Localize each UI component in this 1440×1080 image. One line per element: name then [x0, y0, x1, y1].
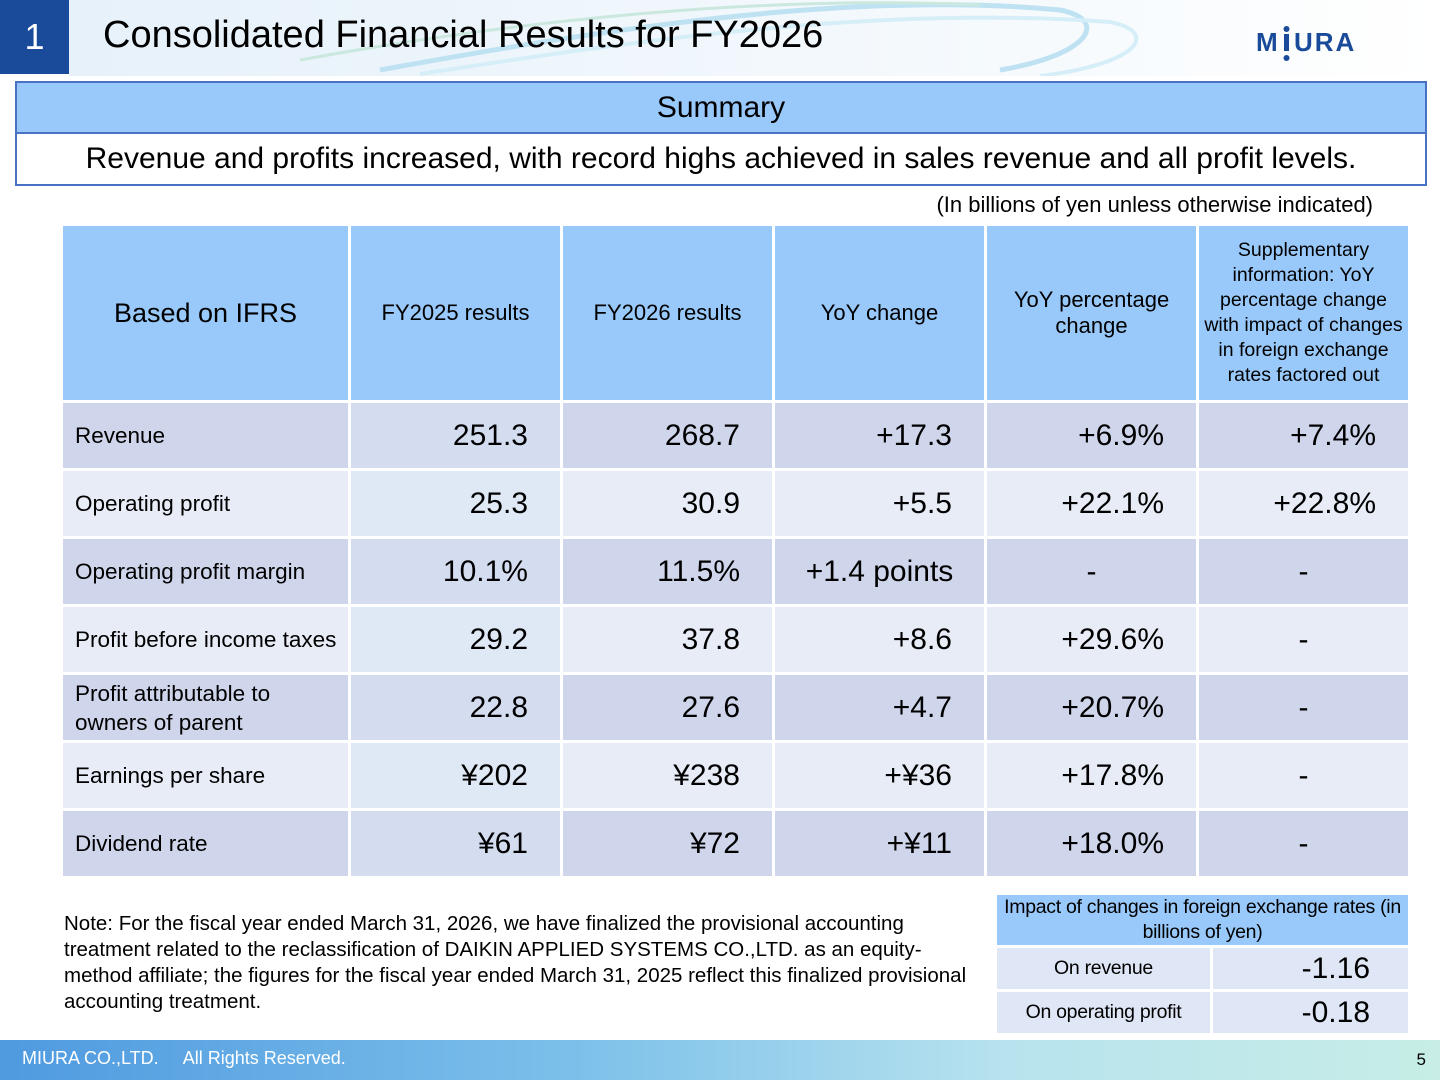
cell-fy2025: 10.1%	[348, 536, 563, 607]
column-header: FY2025 results	[348, 223, 563, 403]
slide-number: 1	[0, 0, 69, 74]
row-label: Dividend rate	[60, 808, 351, 879]
column-header: YoY percentage change	[984, 223, 1199, 403]
cell-yoy-pct: +20.7%	[984, 672, 1199, 743]
cell-fx-pct: +7.4%	[1196, 400, 1411, 471]
table-row: Operating profit margin 10.1% 11.5% +1.4…	[60, 536, 1411, 607]
cell-yoy-pct: +17.8%	[984, 740, 1199, 811]
cell-fx-pct: -	[1196, 808, 1411, 879]
cell-yoy: +17.3	[772, 400, 987, 471]
table-row: Revenue 251.3 268.7 +17.3 +6.9% +7.4%	[60, 400, 1411, 471]
table-row: Profit before income taxes 29.2 37.8 +8.…	[60, 604, 1411, 675]
fx-row-label: On operating profit	[994, 989, 1213, 1036]
fx-row-label: On revenue	[994, 945, 1213, 992]
page-title: Consolidated Financial Results for FY202…	[103, 14, 824, 56]
cell-fy2026: 27.6	[560, 672, 775, 743]
cell-fy2026: ¥238	[560, 740, 775, 811]
row-label: Revenue	[60, 400, 351, 471]
cell-yoy: +8.6	[772, 604, 987, 675]
cell-fy2025: 25.3	[348, 468, 563, 539]
summary-text: Revenue and profits increased, with reco…	[17, 134, 1425, 184]
column-header: FY2026 results	[560, 223, 775, 403]
fx-row: On revenue -1.16	[994, 945, 1412, 992]
slide-footer: MIURA CO.,LTD. All Rights Reserved. 5	[0, 1040, 1440, 1080]
fx-row-value: -1.16	[1209, 945, 1412, 992]
table-row: Earnings per share ¥202 ¥238 +¥36 +17.8%…	[60, 740, 1411, 811]
cell-yoy-pct: +18.0%	[984, 808, 1199, 879]
cell-yoy-pct: +6.9%	[984, 400, 1199, 471]
summary-heading: Summary	[17, 83, 1425, 134]
cell-fx-pct: +22.8%	[1196, 468, 1411, 539]
row-label: Operating profit	[60, 468, 351, 539]
cell-fy2025: 251.3	[348, 400, 563, 471]
fx-row-value: -0.18	[1209, 989, 1412, 1036]
fx-row: On operating profit -0.18	[994, 989, 1412, 1036]
cell-fy2025: 29.2	[348, 604, 563, 675]
financial-results-table: Based on IFRS FY2025 results FY2026 resu…	[60, 223, 1411, 879]
header-swoosh-decoration	[69, 0, 1440, 76]
cell-fx-pct: -	[1196, 672, 1411, 743]
cell-yoy-pct: +22.1%	[984, 468, 1199, 539]
cell-yoy: +4.7	[772, 672, 987, 743]
summary-box: Summary Revenue and profits increased, w…	[15, 81, 1427, 186]
fx-impact-heading: Impact of changes in foreign exchange ra…	[993, 892, 1412, 948]
unit-note: (In billions of yen unless otherwise ind…	[936, 192, 1373, 217]
cell-fy2026: 37.8	[560, 604, 775, 675]
row-label: Earnings per share	[60, 740, 351, 811]
cell-fx-pct: -	[1196, 740, 1411, 811]
cell-yoy: +1.4 points	[772, 536, 987, 607]
svg-text:URA: URA	[1294, 27, 1356, 57]
cell-fy2026: ¥72	[560, 808, 775, 879]
fx-header-row: Impact of changes in foreign exchange ra…	[993, 892, 1412, 948]
column-header: Based on IFRS	[60, 223, 351, 403]
slide-header: 1 Consolidated Financial Results for FY2…	[0, 0, 1440, 76]
cell-yoy-pct: +29.6%	[984, 604, 1199, 675]
row-label: Profit attributable to owners of parent	[60, 672, 351, 743]
cell-fy2026: 30.9	[560, 468, 775, 539]
fx-impact-table: Impact of changes in foreign exchange ra…	[993, 892, 1412, 1036]
column-header: YoY change	[772, 223, 987, 403]
cell-fy2025: 22.8	[348, 672, 563, 743]
cell-yoy: +5.5	[772, 468, 987, 539]
cell-fx-pct: -	[1196, 604, 1411, 675]
table-row: Profit attributable to owners of parent …	[60, 672, 1411, 743]
accounting-note: Note: For the fiscal year ended March 31…	[64, 912, 967, 1013]
page-number: 5	[1416, 1050, 1426, 1069]
cell-yoy: +¥11	[772, 808, 987, 879]
row-label: Profit before income taxes	[60, 604, 351, 675]
cell-fy2026: 11.5%	[560, 536, 775, 607]
cell-fx-pct: -	[1196, 536, 1411, 607]
cell-fy2025: ¥202	[348, 740, 563, 811]
table-row: Operating profit 25.3 30.9 +5.5 +22.1% +…	[60, 468, 1411, 539]
column-header: Supplementary information: YoY percentag…	[1196, 223, 1411, 403]
footer-copyright: MIURA CO.,LTD. All Rights Reserved.	[22, 1048, 346, 1068]
miura-logo: M URA	[1256, 26, 1356, 61]
table-header-row: Based on IFRS FY2025 results FY2026 resu…	[60, 223, 1411, 403]
cell-yoy-pct: -	[984, 536, 1199, 607]
cell-fy2026: 268.7	[560, 400, 775, 471]
row-label: Operating profit margin	[60, 536, 351, 607]
svg-text:M: M	[1256, 27, 1280, 57]
cell-fy2025: ¥61	[348, 808, 563, 879]
table-row: Dividend rate ¥61 ¥72 +¥11 +18.0% -	[60, 808, 1411, 879]
cell-yoy: +¥36	[772, 740, 987, 811]
